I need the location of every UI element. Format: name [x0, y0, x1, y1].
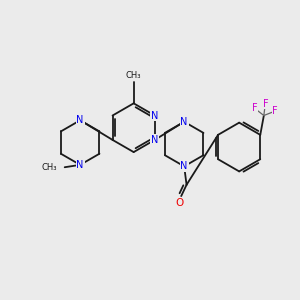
Text: N: N [181, 161, 188, 171]
Text: N: N [181, 117, 188, 127]
Text: N: N [76, 115, 84, 125]
Text: N: N [151, 110, 158, 121]
Text: O: O [176, 198, 184, 208]
Text: F: F [272, 106, 278, 116]
Text: N: N [151, 135, 158, 145]
Text: F: F [251, 103, 257, 113]
Text: F: F [262, 99, 268, 109]
Text: N: N [76, 160, 84, 170]
Text: CH₃: CH₃ [126, 71, 141, 80]
Text: CH₃: CH₃ [42, 163, 57, 172]
